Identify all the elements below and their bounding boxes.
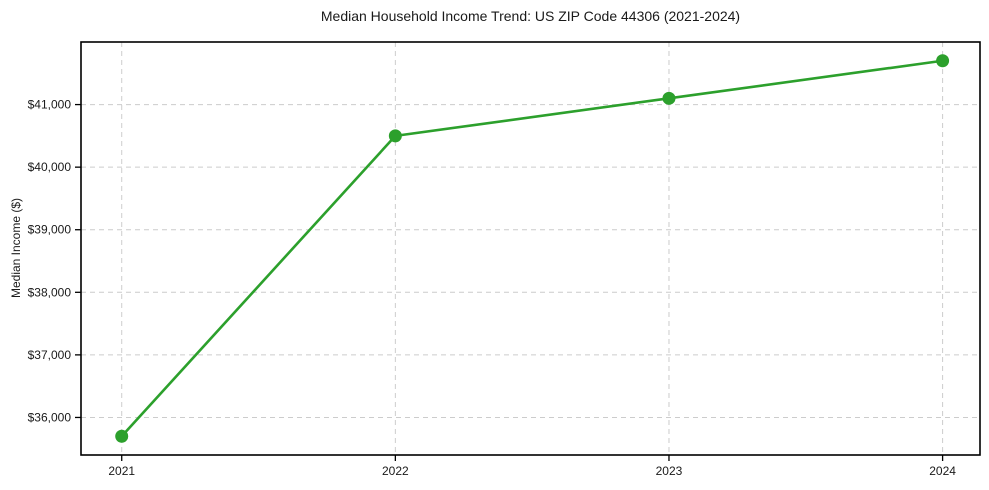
y-tick-label: $41,000 <box>28 98 72 112</box>
x-tick-label: 2022 <box>382 464 409 478</box>
y-tick-label: $37,000 <box>28 348 72 362</box>
plot-border <box>80 41 981 456</box>
data-point-2021 <box>115 429 129 443</box>
trend-line <box>120 59 944 438</box>
chart-title: Median Household Income Trend: US ZIP Co… <box>320 8 741 24</box>
x-tick-label: 2024 <box>929 464 956 478</box>
x-tick-label: 2021 <box>108 464 135 478</box>
data-point-2024 <box>936 54 950 68</box>
data-point-2022 <box>388 129 402 143</box>
y-tick-label: $36,000 <box>28 410 72 424</box>
x-tick-label: 2023 <box>656 464 683 478</box>
y-tick-label: $39,000 <box>28 223 72 237</box>
y-tick-label: $38,000 <box>28 285 72 299</box>
y-axis-title: Median Income ($) <box>9 197 23 299</box>
y-tick-label: $40,000 <box>28 160 72 174</box>
data-point-2023 <box>662 91 676 105</box>
